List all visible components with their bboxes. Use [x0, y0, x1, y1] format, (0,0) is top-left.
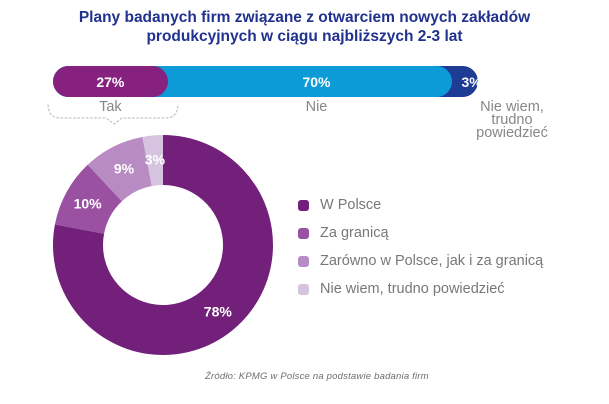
chart-title-line-1: Plany badanych firm związane z otwarciem…: [78, 9, 531, 26]
source-note: Źródło: KPMG w Polsce na podstawie badan…: [205, 371, 429, 382]
donut-segment: [53, 135, 274, 355]
legend-item: Zarówno w Polsce, jak i za granicą: [298, 253, 543, 269]
legend-swatch-icon: [298, 199, 309, 211]
legend-swatch-icon: [298, 227, 309, 239]
chart-title-line-2: produkcyjnych w ciągu najbliższych 2-3 l…: [146, 28, 463, 45]
legend-swatch-icon: [298, 283, 309, 295]
donut-segment: [142, 135, 163, 187]
legend-label: Zarówno w Polsce, jak i za granicą: [320, 253, 544, 269]
bar-segment-label: 70%: [302, 73, 331, 90]
donut-segment-label: 78%: [204, 303, 233, 319]
donut-segment: [54, 164, 122, 234]
bar-segment: [53, 66, 168, 97]
bar-category-label: Nie wiem, trudno powiedzieć: [476, 99, 548, 141]
legend-label: Nie wiem, trudno powiedzieć: [320, 281, 505, 297]
legend-item: Nie wiem, trudno powiedzieć: [298, 281, 543, 297]
donut-segment-label: 9%: [114, 160, 135, 176]
bar-category-labels: Tak Nie Nie wiem, trudno powiedzieć: [53, 99, 548, 141]
legend-item: W Polsce: [298, 197, 543, 213]
legend-swatch-icon: [298, 255, 309, 267]
bar-category-label: Nie: [305, 99, 328, 115]
brace-connector-icon: [47, 104, 179, 125]
stacked-bar: 27% 70% 3%: [53, 66, 478, 97]
legend-label: Za granicą: [320, 225, 389, 241]
donut-legend: W Polsce Za granicą Zarówno w Polsce, jak …: [298, 197, 543, 297]
donut-segment-label: 3%: [145, 151, 166, 167]
donut-segment: [87, 136, 152, 202]
donut-segment-label: 10%: [74, 196, 103, 212]
chart-title: Plany badanych firm związane z otwarciem…: [0, 8, 609, 46]
bar-segment-label: 27%: [96, 73, 125, 90]
donut-chart: 78% 10% 9% 3%: [53, 135, 274, 355]
legend-item: Za granicą: [298, 225, 543, 241]
legend-label: W Polsce: [320, 197, 382, 213]
bar-category-label: Tak: [99, 99, 122, 115]
bar-segment-label: 3%: [461, 73, 478, 90]
